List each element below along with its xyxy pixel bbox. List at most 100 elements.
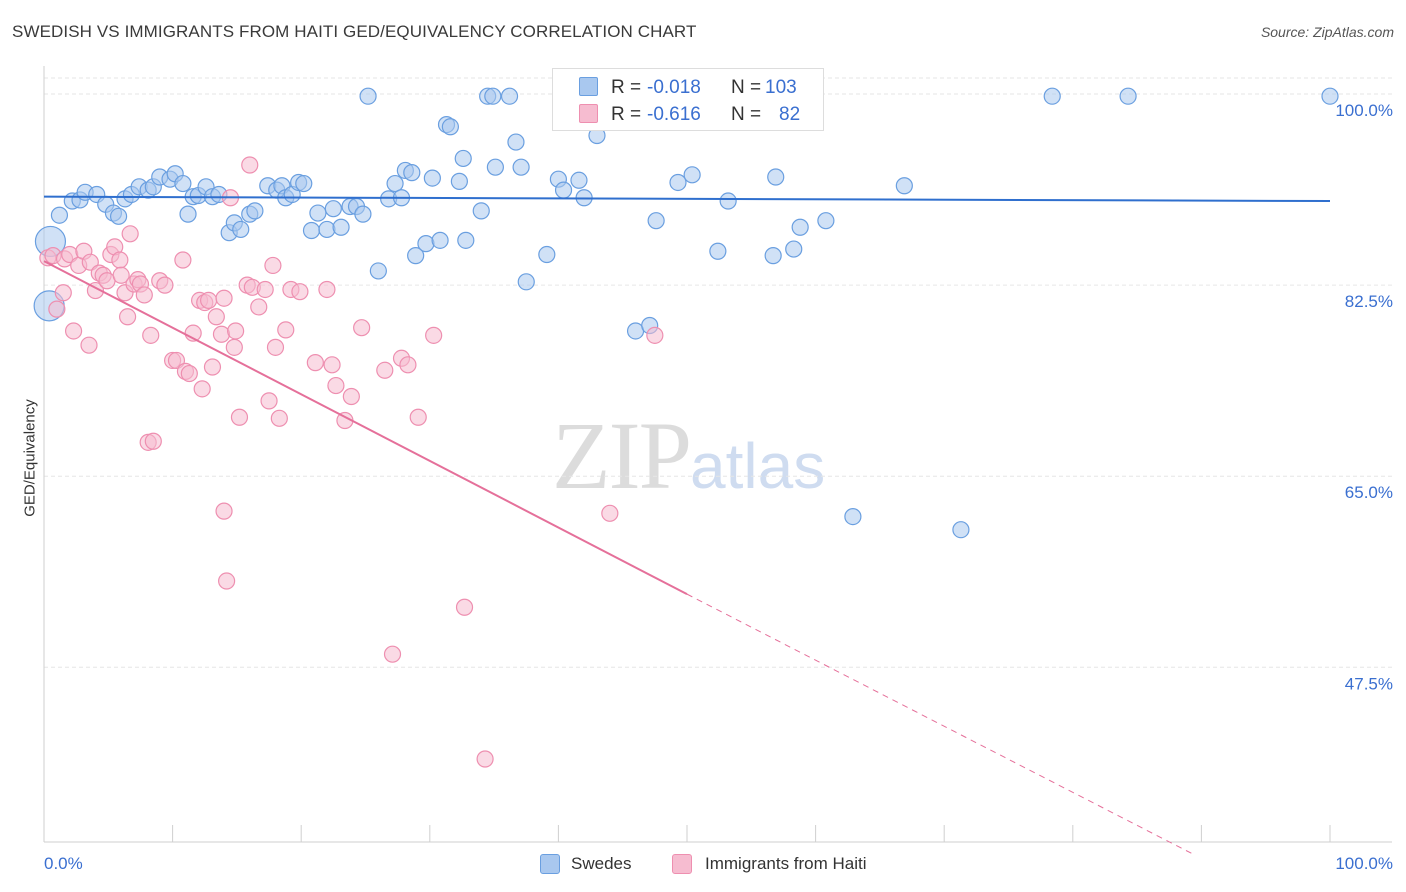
chart-title: SWEDISH VS IMMIGRANTS FROM HAITI GED/EQU… [12,22,697,41]
tick-labels: 47.5% 65.0% 82.5% 100.0% 0.0% 100.0% [44,101,1393,873]
swedes-point [517,273,535,291]
haiti-point [193,380,211,398]
swedes-point [817,212,835,230]
swedes-point [309,204,327,222]
haiti-point [207,308,225,326]
haiti-legend-swatch [672,854,692,874]
swedes-point [332,218,350,236]
swedes-point [895,177,913,195]
haiti-trend-line [43,260,688,596]
haiti-point [215,289,233,307]
haiti-point [399,356,417,374]
series-haiti-points [39,156,664,768]
swedes-legend-swatch [540,854,560,874]
swedes-point [179,205,197,223]
r-label: R = [611,104,642,125]
n-value: 82 [779,104,801,125]
n-label: N = [731,77,762,98]
haiti-point [80,336,98,354]
y-tick-label: 47.5% [1345,674,1393,693]
swedes-point [359,87,377,105]
swedes-point [785,240,803,258]
swedes-point [709,242,727,260]
swedes-point [791,218,809,236]
watermark-atlas: atlas [690,430,826,502]
haiti-point [342,387,360,406]
haiti-point [270,409,288,427]
haiti-point [180,364,198,383]
haiti-point [376,361,394,379]
haiti-point [318,280,336,299]
swedes-point [570,171,588,189]
series-swedes-points [33,87,1339,539]
x-tick-label: 100.0% [1335,854,1393,873]
haiti-point [64,322,83,340]
swedes-point [500,87,519,105]
swedes-point [431,231,449,249]
y-tick-label: 82.5% [1345,292,1393,311]
haiti-point [230,408,249,426]
n-label: N = [731,104,762,125]
swedes-point [232,220,250,239]
haiti-point [200,291,218,309]
swedes-point [554,181,573,199]
haiti-point [212,325,231,343]
haiti-point [174,251,192,269]
haiti-point [277,321,295,339]
r-value: -0.018 [647,77,701,98]
swedes-point [484,87,502,105]
y-tick-label: 100.0% [1335,101,1393,120]
haiti-point [111,251,129,269]
haiti-point [135,286,153,304]
haiti-point [118,308,137,326]
haiti-trend-extension [686,593,1196,856]
haiti-point [227,322,245,340]
haiti-point [646,326,664,344]
haiti-point [250,298,268,316]
swedes-point [683,166,701,184]
watermark-zip: ZIP [552,402,692,509]
swedes-point [441,118,459,136]
haiti-point [225,338,243,356]
swedes-point [669,173,687,192]
haiti-point [601,504,619,522]
swedes-point [1119,87,1137,105]
haiti-point [327,376,345,395]
swedes-point [450,172,468,190]
swedes-point [109,207,128,225]
haiti-point [323,356,341,374]
swedes-point [369,262,387,280]
y-tick-label: 65.0% [1345,483,1393,502]
swedes-point [403,164,421,182]
swedes-point [507,133,525,151]
swedes-point [246,202,264,220]
swedes-point [1321,87,1339,105]
swedes-point [952,521,970,539]
swedes-point [457,231,475,249]
haiti-point [121,225,139,243]
haiti-point [306,354,324,372]
swedes-point [386,174,404,193]
haiti-point [455,598,474,616]
swedes-point [472,202,490,220]
swedes-point [538,245,556,264]
swedes-point [302,221,321,240]
swedes-point [647,212,665,230]
trend-lines [43,195,1331,856]
swedes-point [423,169,441,187]
swedes-point [324,200,342,218]
haiti-point [266,338,285,356]
haiti-point [142,326,160,344]
haiti-point [215,502,233,520]
swedes-point [764,247,782,265]
swedes-point [512,158,530,176]
haiti-point [144,432,162,450]
source-credit: Source: ZipAtlas.com [1260,24,1394,40]
haiti-point [353,319,371,337]
haiti-point [218,572,236,590]
legend-label: Immigrants from Haiti [705,854,867,873]
swedes-point [486,158,504,176]
swedes-point [354,205,372,223]
haiti-point [156,276,174,294]
